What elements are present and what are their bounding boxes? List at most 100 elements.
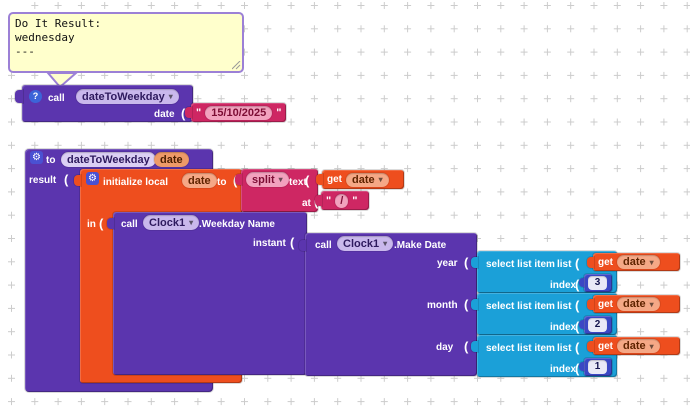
plug-tab <box>587 341 594 352</box>
get-label: get <box>598 298 613 310</box>
component-dropdown-field[interactable]: Clock1 ▾ <box>337 236 394 251</box>
select-list-item-label: select list item <box>486 259 555 270</box>
method-label: .Weekday Name <box>199 219 275 230</box>
help-icon[interactable]: ? <box>29 90 42 103</box>
variable-dropdown-field[interactable]: date ▾ <box>617 255 660 269</box>
call-label: call <box>48 93 65 104</box>
initialize-local-label: initialize local <box>103 177 169 188</box>
get-variable-block[interactable]: get date ▾ <box>587 295 680 313</box>
number-block[interactable]: 1 <box>579 358 612 376</box>
split-dropdown-field[interactable]: split ▾ <box>246 172 289 187</box>
call-label: call <box>121 219 138 230</box>
index-label: index <box>550 280 577 291</box>
plug-tab <box>107 218 114 229</box>
number-block[interactable]: 2 <box>579 316 612 334</box>
grid-dots <box>11 2 12 9</box>
to-label: to <box>46 155 56 166</box>
gear-icon[interactable]: ⚙ <box>86 172 99 185</box>
socket-icon: ( <box>464 255 469 270</box>
component-dropdown-field[interactable]: Clock1 ▾ <box>143 215 200 230</box>
dropdown-icon: ▾ <box>168 92 173 101</box>
plug-tab <box>587 299 594 310</box>
open-quote: " <box>196 106 202 119</box>
socket-icon: ( <box>575 277 580 292</box>
plug-tab <box>315 195 322 206</box>
method-label: .Make Date <box>394 240 447 251</box>
plug-tab <box>235 174 242 185</box>
plug-tab <box>316 174 323 185</box>
plug-tab <box>579 320 584 329</box>
socket-icon: ( <box>464 297 469 312</box>
select-list-item-block-day[interactable]: select list item list ( get date ▾ index… <box>471 335 680 377</box>
get-variable-block[interactable]: get date ▾ <box>316 170 404 189</box>
date-value-field[interactable]: 15/10/2025 <box>205 105 273 120</box>
year-param-label: year <box>437 258 458 269</box>
plug-tab <box>587 257 594 268</box>
select-list-item-label: select list item <box>486 301 555 312</box>
socket-icon: ( <box>575 319 580 334</box>
comment-tail <box>46 73 78 89</box>
list-label: list <box>557 301 572 312</box>
open-quote: " <box>326 194 332 207</box>
gear-icon[interactable]: ⚙ <box>30 151 43 164</box>
clock-weekday-call-block[interactable]: call Clock1 ▾ .Weekday Name instant ( <box>107 212 307 375</box>
socket-icon: ( <box>64 172 69 187</box>
get-variable-block[interactable]: get date ▾ <box>587 337 680 355</box>
socket-icon: ( <box>181 106 186 121</box>
dropdown-icon: ▾ <box>189 218 194 227</box>
get-variable-block[interactable]: get date ▾ <box>587 253 680 271</box>
socket-icon: ( <box>464 339 469 354</box>
plug-tab <box>579 278 584 287</box>
number-field[interactable]: 2 <box>588 318 607 332</box>
delimiter-text-block[interactable]: " / " <box>315 191 369 210</box>
comment-bubble[interactable]: Do It Result: wednesday --- <box>8 12 244 73</box>
date-text-block[interactable]: " 15/10/2025 " <box>185 103 286 122</box>
dropdown-icon: ▾ <box>649 341 654 351</box>
socket-icon: ( <box>99 216 104 231</box>
variable-dropdown-field[interactable]: date ▾ <box>617 297 660 311</box>
delimiter-field[interactable]: / <box>335 193 349 208</box>
plug-tab <box>74 175 81 186</box>
variable-dropdown-field[interactable]: date ▾ <box>346 172 389 187</box>
list-label: list <box>557 343 572 354</box>
dropdown-icon: ▾ <box>383 239 388 248</box>
variable-dropdown-field[interactable]: date ▾ <box>617 339 660 353</box>
dropdown-icon: ▾ <box>378 175 383 184</box>
result-label: result <box>29 175 57 186</box>
close-quote: " <box>276 106 282 119</box>
number-field[interactable]: 3 <box>588 276 607 290</box>
socket-icon: ( <box>305 173 310 188</box>
select-list-item-label: select list item <box>486 343 555 354</box>
plug-tab <box>579 362 584 371</box>
comment-text[interactable]: Do It Result: wednesday --- <box>15 17 102 58</box>
index-label: index <box>550 322 577 333</box>
plug-tab <box>471 341 478 352</box>
select-list-item-block-year[interactable]: select list item list ( get date ▾ index… <box>471 251 680 293</box>
get-label: get <box>598 340 613 352</box>
socket-icon: ( <box>575 298 580 313</box>
call-label: call <box>315 240 332 251</box>
dropdown-icon: ▾ <box>278 175 283 184</box>
split-block[interactable]: split ▾ text ( at ( <box>235 169 318 212</box>
text-label: text <box>289 177 307 188</box>
list-label: list <box>557 259 572 270</box>
plug-tab <box>471 257 478 268</box>
param-field-date[interactable]: date <box>154 152 189 167</box>
procedure-name-dropdown[interactable]: dateToWeekday ▾ <box>76 89 179 104</box>
get-label: get <box>598 256 613 268</box>
date-param-label: date <box>154 109 175 120</box>
local-var-field[interactable]: date <box>182 173 217 188</box>
resize-handle-icon[interactable] <box>232 61 241 70</box>
call-procedure-block[interactable]: ? call dateToWeekday ▾ date ( <box>15 85 193 122</box>
clock-makedate-call-block[interactable]: call Clock1 ▾ .Make Date year ( month ( … <box>299 233 477 376</box>
day-param-label: day <box>436 342 454 353</box>
procedure-name-field[interactable]: dateToWeekday <box>61 152 156 167</box>
socket-icon: ( <box>290 235 295 250</box>
number-field[interactable]: 1 <box>588 360 607 374</box>
number-block[interactable]: 3 <box>579 274 612 292</box>
index-label: index <box>550 364 577 375</box>
select-list-item-block-month[interactable]: select list item list ( get date ▾ index… <box>471 293 680 335</box>
instant-label: instant <box>253 238 286 249</box>
socket-icon: ( <box>575 361 580 376</box>
